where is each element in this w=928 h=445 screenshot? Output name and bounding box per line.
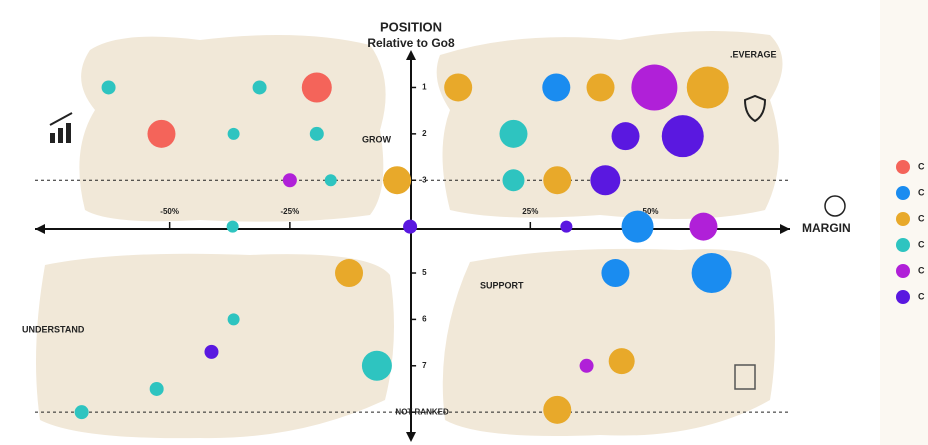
legend-swatch [896, 238, 910, 252]
y-tick-label: 6 [422, 315, 427, 324]
x-tick-label: -25% [281, 207, 300, 216]
bubble [252, 80, 267, 95]
bubble [149, 381, 164, 396]
legend-swatch [896, 160, 910, 174]
bubble [444, 73, 473, 102]
bubble [579, 358, 594, 373]
y-tick-label: 3 [422, 175, 427, 184]
bubble [601, 259, 630, 288]
bubble [361, 350, 392, 381]
legend-swatch [896, 264, 910, 278]
bubble [227, 313, 240, 326]
bubble [499, 119, 528, 148]
bubble [611, 122, 640, 151]
bubble [324, 174, 337, 187]
chat-icon [824, 195, 846, 217]
quadrant-label: UNDERSTAND [22, 324, 85, 334]
quadrant-label: .EVERAGE [730, 49, 777, 59]
bubble [608, 348, 635, 375]
x-tick-label: -50% [160, 207, 179, 216]
legend-label: C [918, 265, 925, 275]
legend-label: C [918, 187, 925, 197]
bubble [542, 73, 571, 102]
bubble [543, 166, 572, 195]
x-tick-label: 25% [522, 207, 538, 216]
bubble [661, 115, 704, 158]
bubble [101, 80, 116, 95]
bubble [227, 127, 240, 140]
bubble [691, 253, 732, 294]
y-tick-label: 7 [422, 361, 427, 370]
bubble [383, 166, 412, 195]
bubble [543, 395, 572, 424]
legend-label: C [918, 239, 925, 249]
bubble [301, 72, 332, 103]
x-tick-label: 50% [643, 207, 659, 216]
legend-label: C [918, 213, 925, 223]
bubble [502, 169, 525, 192]
legend-label: C [918, 291, 925, 301]
legend-label: C [918, 161, 925, 171]
bubble [586, 73, 615, 102]
bubble [590, 165, 621, 196]
background-blob [442, 248, 775, 436]
bubble [226, 220, 239, 233]
legend-swatch [896, 186, 910, 200]
y-tick-label: 5 [422, 268, 427, 277]
bubble [282, 173, 297, 188]
x-axis-label: MARGIN [802, 221, 851, 235]
legend-swatch [896, 212, 910, 226]
report-icon [734, 364, 756, 390]
y-tick-label: 1 [422, 83, 427, 92]
bubble [403, 219, 418, 234]
quadrant-label: SUPPORT [480, 280, 524, 290]
bubble [560, 220, 573, 233]
chart-subtitle: Relative to Go8 [367, 36, 455, 50]
bubble [147, 119, 176, 148]
shield-icon [743, 94, 767, 123]
y-tick-label: NOT RANKED [395, 407, 449, 416]
chart-title: POSITION [380, 19, 442, 34]
quadrant-label: GROW [362, 134, 392, 144]
bubble [631, 64, 678, 111]
y-tick-label: 2 [422, 129, 427, 138]
bubble [686, 66, 729, 109]
bubble [335, 259, 364, 288]
bubble [74, 405, 89, 420]
bubble [621, 210, 654, 243]
bubble [689, 212, 718, 241]
bubble [309, 126, 324, 141]
growth-icon [49, 112, 73, 143]
bubble [204, 344, 219, 359]
legend-swatch [896, 290, 910, 304]
